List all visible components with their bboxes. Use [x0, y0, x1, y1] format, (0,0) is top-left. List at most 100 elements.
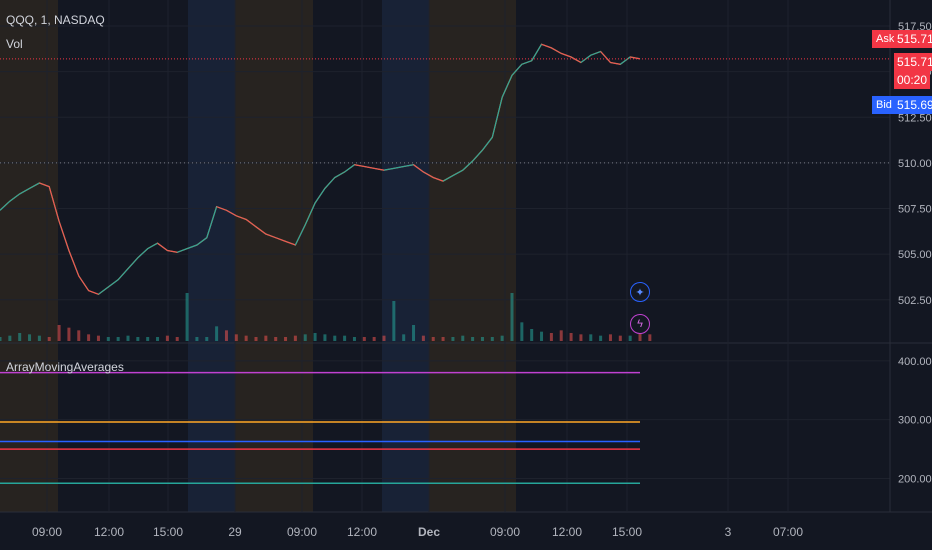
volume-bar — [559, 330, 563, 341]
volume-bar — [293, 335, 297, 341]
price-segment — [29, 182, 40, 189]
price-segment — [9, 193, 20, 202]
volume-bar — [569, 333, 573, 341]
price-segment — [48, 186, 60, 222]
volume-bar — [431, 337, 435, 341]
price-segment — [413, 164, 424, 173]
lightning-icon[interactable]: ϟ — [630, 314, 650, 334]
price-segment — [472, 149, 483, 162]
price-segment — [39, 182, 50, 188]
time-tick-label: 29 — [228, 525, 242, 539]
price-segment — [511, 63, 523, 76]
price-segment — [433, 177, 444, 182]
price-segment — [600, 51, 611, 63]
price-segment — [354, 164, 365, 168]
volume-bar — [362, 337, 366, 341]
session-band — [235, 0, 313, 512]
indicator-lines — [0, 371, 640, 484]
price-segment — [561, 52, 572, 58]
price-segment — [88, 290, 99, 295]
price-series — [0, 43, 890, 296]
price-tick-label: 510.00 — [898, 158, 932, 170]
volume-bar — [77, 330, 81, 341]
volume-bar — [648, 334, 652, 341]
volume-bar — [343, 335, 347, 341]
volume-bar — [638, 333, 642, 341]
price-segment — [285, 240, 296, 246]
volume-bar — [37, 335, 41, 341]
volume-bar — [490, 337, 494, 341]
price-segment — [216, 206, 227, 211]
volume-bar — [549, 333, 553, 341]
price-segment — [226, 209, 237, 217]
price-segment — [0, 200, 11, 211]
volume-bar — [185, 293, 189, 341]
volume-bar — [530, 329, 534, 341]
price-segment — [275, 237, 286, 242]
volume-bar — [126, 335, 130, 341]
time-tick-label: Dec — [418, 525, 440, 539]
price-tick-label: 512.50 — [898, 112, 932, 124]
ask-price-tag: 515.71 — [894, 30, 932, 48]
session-band — [382, 0, 429, 512]
time-tick-label: 09:00 — [287, 525, 317, 539]
volume-bar — [116, 337, 120, 341]
bid-price-tag: 515.69 — [894, 96, 932, 114]
price-segment — [383, 167, 394, 171]
volume-bar — [618, 335, 622, 341]
time-tick-label: 12:00 — [94, 525, 124, 539]
price-segment — [108, 279, 119, 288]
price-segment — [344, 164, 355, 173]
price-segment — [620, 56, 631, 65]
volume-bar — [224, 330, 228, 341]
volume-bar — [579, 334, 583, 341]
price-segment — [501, 75, 513, 98]
volume-legend[interactable]: Vol — [6, 37, 23, 51]
chart-title[interactable]: QQQ, 1, NASDAQ — [6, 13, 105, 27]
time-tick-label: 15:00 — [153, 525, 183, 539]
price-segment — [98, 286, 109, 295]
indicator-legend[interactable]: ArrayMovingAverages — [6, 360, 124, 374]
price-segment — [364, 166, 375, 169]
price-segment — [570, 56, 582, 63]
volume-bar — [264, 335, 268, 341]
price-segment — [236, 215, 247, 220]
price-segment — [531, 43, 542, 61]
volume-bar — [303, 334, 307, 341]
price-line — [0, 43, 641, 296]
volume-bars — [0, 293, 652, 341]
volume-bar — [313, 333, 317, 341]
volume-bar — [589, 334, 593, 341]
price-segment — [177, 248, 188, 253]
price-segment — [196, 237, 208, 246]
price-segment — [245, 219, 257, 228]
bar-countdown: 00:20 — [894, 71, 931, 89]
indicator-tick-label: 300.00 — [898, 415, 932, 427]
volume-bar — [87, 334, 91, 341]
volume-bar — [156, 337, 160, 341]
price-segment — [521, 60, 532, 65]
price-tick-label: 507.50 — [898, 204, 932, 216]
time-tick-label: 09:00 — [32, 525, 62, 539]
time-tick-label: 12:00 — [347, 525, 377, 539]
indicator-tick-label: 400.00 — [898, 356, 932, 368]
price-segment — [186, 244, 198, 250]
volume-bar — [421, 335, 425, 341]
price-segment — [19, 187, 30, 195]
price-segment — [452, 169, 464, 177]
price-segment — [374, 167, 385, 171]
volume-bar — [372, 337, 376, 341]
volume-bar — [480, 337, 484, 341]
volume-bar — [254, 337, 258, 341]
compass-icon[interactable]: ✦ — [630, 282, 650, 302]
volume-bar — [451, 337, 455, 341]
price-segment — [403, 164, 414, 168]
session-band — [188, 0, 235, 512]
volume-bar — [18, 333, 22, 341]
time-tick-label: 07:00 — [773, 525, 803, 539]
price-segment — [610, 62, 621, 65]
time-tick-label: 09:00 — [490, 525, 520, 539]
volume-bar — [47, 337, 51, 341]
volume-bar — [599, 335, 603, 341]
